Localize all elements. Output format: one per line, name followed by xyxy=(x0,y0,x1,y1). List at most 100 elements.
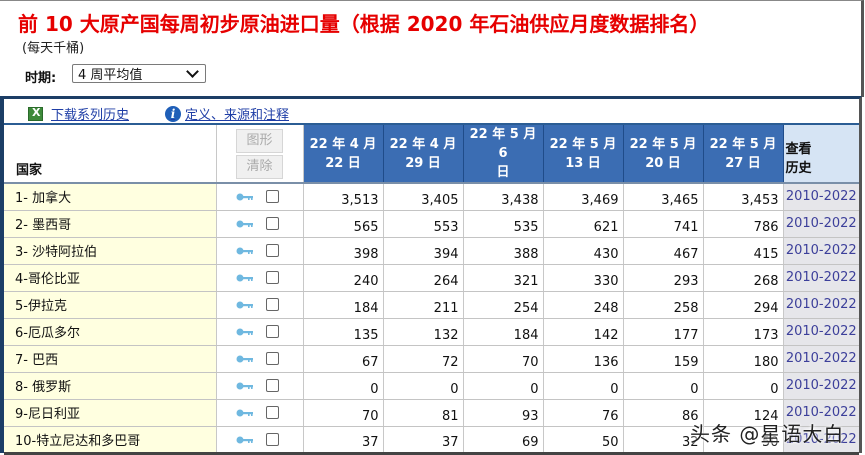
value-cell: 72 xyxy=(383,345,464,373)
key-icon[interactable] xyxy=(236,247,254,255)
value-cell: 173 xyxy=(703,318,784,346)
country-name: 7- 巴西 xyxy=(4,345,217,373)
key-icon[interactable] xyxy=(236,274,254,282)
download-history-label: 下载系列历史 xyxy=(51,108,130,123)
row-tools xyxy=(216,210,304,238)
imports-table: 国家 图形 清除 22 年 4 月 22 日 22 年 4 月 29 日 22 年 … xyxy=(4,125,859,455)
key-icon[interactable] xyxy=(236,355,254,363)
country-name: 3- 沙特阿拉伯 xyxy=(4,237,217,265)
select-checkbox[interactable] xyxy=(265,405,279,419)
value-cell: 3,465 xyxy=(623,183,704,211)
history-column-header: 查看 历史 xyxy=(783,125,859,183)
value-cell: 3,453 xyxy=(703,183,784,211)
key-icon[interactable] xyxy=(236,436,254,444)
key-icon[interactable] xyxy=(236,220,254,228)
period-select-value: 4 周平均值 xyxy=(78,68,143,83)
country-name: 4-哥伦比亚 xyxy=(4,264,217,292)
value-cell: 553 xyxy=(383,210,464,238)
row-tools xyxy=(216,264,304,292)
history-link[interactable]: 2010-2022 xyxy=(783,345,859,373)
value-cell: 430 xyxy=(543,237,624,265)
history-link[interactable]: 2010-2022 xyxy=(783,210,859,238)
value-cell: 248 xyxy=(543,291,624,319)
page-header: 前 10 大原产国每周初步原油进口量（根据 2020 年石油供应月度数据排名） … xyxy=(0,0,864,97)
history-link[interactable]: 2010-2022 xyxy=(783,399,859,427)
period-label: 时期: xyxy=(25,71,57,86)
chart-button[interactable]: 图形 xyxy=(236,129,283,153)
table-row: 5-伊拉克 184 211 254 248 258 294 2010-2022 xyxy=(4,291,859,319)
value-cell: 124 xyxy=(703,399,784,427)
history-link[interactable]: 2010-2022 xyxy=(783,426,859,455)
value-cell: 81 xyxy=(383,399,464,427)
value-cell: 621 xyxy=(543,210,624,238)
value-cell: 0 xyxy=(463,372,544,400)
history-link[interactable]: 2010-2022 xyxy=(783,183,859,211)
select-checkbox[interactable] xyxy=(265,432,279,446)
select-checkbox[interactable] xyxy=(265,324,279,338)
country-name: 2- 墨西哥 xyxy=(4,210,217,238)
clear-button[interactable]: 清除 xyxy=(236,155,283,179)
value-cell: 93 xyxy=(463,399,544,427)
row-tools xyxy=(216,399,304,427)
history-link[interactable]: 2010-2022 xyxy=(783,318,859,346)
value-cell: 32 xyxy=(623,426,704,455)
value-cell: 0 xyxy=(303,372,384,400)
watermark: 头条 @星语大白 xyxy=(690,422,845,446)
select-checkbox[interactable] xyxy=(265,297,279,311)
tools-column-header: 图形 清除 xyxy=(216,125,304,183)
table-row: 7- 巴西 67 72 70 136 159 180 2010-2022 xyxy=(4,345,859,373)
value-cell: 535 xyxy=(463,210,544,238)
period-select[interactable]: 4 周平均值 xyxy=(72,64,206,83)
table-row: 3- 沙特阿拉伯 398 394 388 430 467 415 2010-2022 xyxy=(4,237,859,265)
value-cell: 211 xyxy=(383,291,464,319)
value-cell: 3,405 xyxy=(383,183,464,211)
value-cell: 264 xyxy=(383,264,464,292)
country-name: 9-尼日利亚 xyxy=(4,399,217,427)
select-checkbox[interactable] xyxy=(265,243,279,257)
value-cell: 70 xyxy=(463,345,544,373)
chevron-down-icon xyxy=(186,65,199,78)
key-icon[interactable] xyxy=(236,409,254,417)
value-cell: 67 xyxy=(303,345,384,373)
select-checkbox[interactable] xyxy=(265,378,279,392)
key-icon[interactable] xyxy=(236,301,254,309)
value-cell: 3,513 xyxy=(303,183,384,211)
date-header: 22 年 5 月 13 日 xyxy=(543,125,624,183)
value-cell: 142 xyxy=(543,318,624,346)
history-link[interactable]: 2010-2022 xyxy=(783,372,859,400)
value-cell: 184 xyxy=(303,291,384,319)
value-cell: 76 xyxy=(543,399,624,427)
history-link[interactable]: 2010-2022 xyxy=(783,291,859,319)
excel-icon xyxy=(28,106,43,121)
value-cell: 86 xyxy=(623,399,704,427)
key-icon[interactable] xyxy=(236,382,254,390)
select-checkbox[interactable] xyxy=(265,351,279,365)
info-icon: i xyxy=(165,105,181,122)
history-link[interactable]: 2010-2022 xyxy=(783,237,859,265)
value-cell: 258 xyxy=(623,291,704,319)
select-checkbox[interactable] xyxy=(265,216,279,230)
select-checkbox[interactable] xyxy=(265,270,279,284)
country-name: 8- 俄罗斯 xyxy=(4,372,217,400)
country-name: 1- 加拿大 xyxy=(4,183,217,211)
country-name: 10-特立尼达和多巴哥 xyxy=(4,426,217,455)
table-row: 6-厄瓜多尔 135 132 184 142 177 173 2010-2022 xyxy=(4,318,859,346)
country-column-header: 国家 xyxy=(4,125,217,183)
key-icon[interactable] xyxy=(236,193,254,201)
select-checkbox[interactable] xyxy=(265,190,279,203)
history-link[interactable]: 2010-2022 xyxy=(783,264,859,292)
row-tools xyxy=(216,426,304,455)
value-cell: 394 xyxy=(383,237,464,265)
value-cell: 254 xyxy=(463,291,544,319)
country-name: 5-伊拉克 xyxy=(4,291,217,319)
value-cell: 177 xyxy=(623,318,704,346)
download-history-link[interactable]: 下载系列历史 xyxy=(28,104,129,123)
value-cell: 565 xyxy=(303,210,384,238)
value-cell: 50 xyxy=(703,426,784,455)
value-cell: 37 xyxy=(303,426,384,455)
value-cell: 415 xyxy=(703,237,784,265)
table-row: 1- 加拿大 3,513 3,405 3,438 3,469 3,465 3,453 201… xyxy=(4,183,859,211)
value-cell: 0 xyxy=(703,372,784,400)
definitions-link[interactable]: i 定义、来源和注释 xyxy=(165,104,289,123)
key-icon[interactable] xyxy=(236,328,254,336)
